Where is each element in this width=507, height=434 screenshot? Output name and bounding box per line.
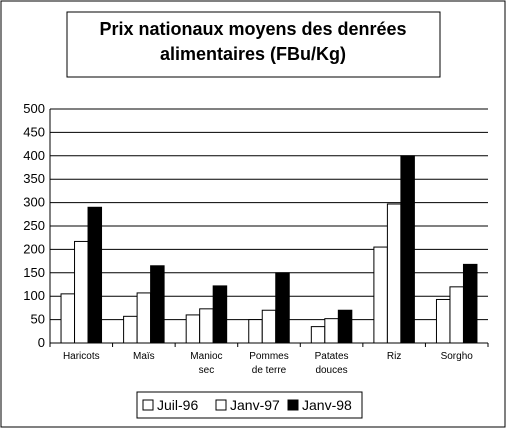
y-tick-label: 350 (23, 171, 45, 186)
bar (136, 292, 152, 344)
legend-label: Janv-98 (302, 397, 352, 413)
x-tick-label: Manioc sec (190, 351, 222, 376)
y-tick-label: 450 (23, 124, 45, 139)
bar (462, 263, 478, 344)
bar (275, 272, 290, 344)
bar (87, 206, 103, 344)
legend: Juil-96 Janv-97 Janv-98 (136, 391, 363, 419)
y-tick-label: 100 (23, 288, 45, 303)
x-tick-label: Sorgho (441, 351, 474, 362)
bar (199, 308, 214, 344)
bar (373, 246, 388, 344)
bar (150, 265, 165, 344)
y-tick-label: 200 (23, 241, 45, 256)
bar (337, 309, 353, 344)
y-tick-label: 250 (23, 218, 45, 233)
legend-label: Janv-97 (230, 397, 280, 413)
legend-swatch (142, 399, 154, 411)
bar (185, 314, 201, 344)
legend-swatch (287, 399, 299, 411)
title-box (66, 11, 441, 78)
bar (212, 285, 228, 344)
bar (310, 326, 326, 344)
bar (60, 293, 76, 344)
legend-swatch (215, 399, 227, 411)
y-tick-label: 500 (23, 101, 45, 116)
x-tick-label: Patates douces (315, 351, 349, 376)
x-tick-label: Maïs (133, 351, 155, 362)
bar (248, 319, 263, 344)
chart-title: Prix nationaux moyens des denrées aliment… (99, 19, 406, 64)
y-tick-label: 400 (23, 148, 45, 163)
y-tick-label: 150 (23, 265, 45, 280)
bar (400, 155, 415, 344)
y-tick-label: 300 (23, 195, 45, 210)
bar (123, 315, 138, 344)
legend-label: Juil-96 (157, 397, 198, 413)
bar (449, 286, 464, 344)
y-tick-label: 0 (38, 335, 45, 350)
bar (324, 318, 339, 344)
bar (74, 240, 89, 344)
bar (435, 298, 451, 344)
x-tick-label: Riz (387, 351, 401, 362)
legend-box (136, 391, 363, 419)
bar (261, 309, 277, 344)
y-tick-label: 50 (31, 312, 45, 327)
x-tick-label: Haricots (63, 351, 100, 362)
bar (386, 203, 402, 344)
x-tick-label: Pommes de terre (249, 351, 288, 376)
